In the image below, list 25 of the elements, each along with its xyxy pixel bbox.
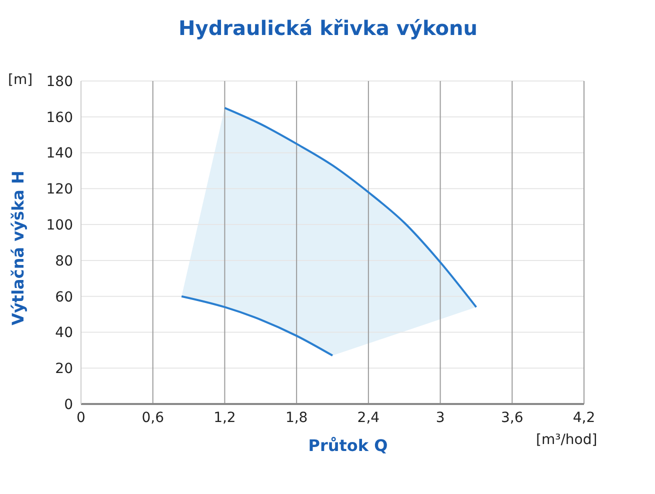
line-series [180, 295, 334, 357]
x-tick-label: 1,2 [214, 410, 236, 426]
y-tick-label: 180 [46, 74, 73, 90]
y-tick-label: 160 [46, 110, 73, 126]
text: [m³/hod] [536, 432, 598, 448]
y-tick-label: 60 [55, 289, 73, 306]
y-tick-label: 20 [55, 361, 73, 378]
x-tick-label: 3,6 [501, 410, 524, 426]
x-tick-label: 3 [436, 410, 445, 426]
text: [m] [8, 72, 33, 88]
y-tick-label: 100 [46, 218, 73, 234]
y-tick-label: 0 [64, 396, 73, 413]
x-axis-title: Průtok Q [307, 436, 389, 455]
line-series [224, 106, 478, 308]
x-tick-label: 1,8 [285, 410, 308, 426]
chart-title: Hydraulická křivka výkonu [178, 16, 478, 40]
y-axis-title: Výtlačná výška H [8, 170, 28, 326]
y-tick-label: 40 [55, 325, 73, 342]
x-tick-label: 0 [76, 410, 86, 426]
y-tick-label: 140 [46, 146, 73, 162]
x-tick-label: 4,2 [572, 410, 596, 426]
x-tick-label: 2,4 [357, 410, 380, 426]
y-tick-label: 120 [46, 182, 73, 198]
x-tick-label: 0,6 [142, 410, 164, 426]
y-tick-label: 80 [55, 253, 73, 270]
